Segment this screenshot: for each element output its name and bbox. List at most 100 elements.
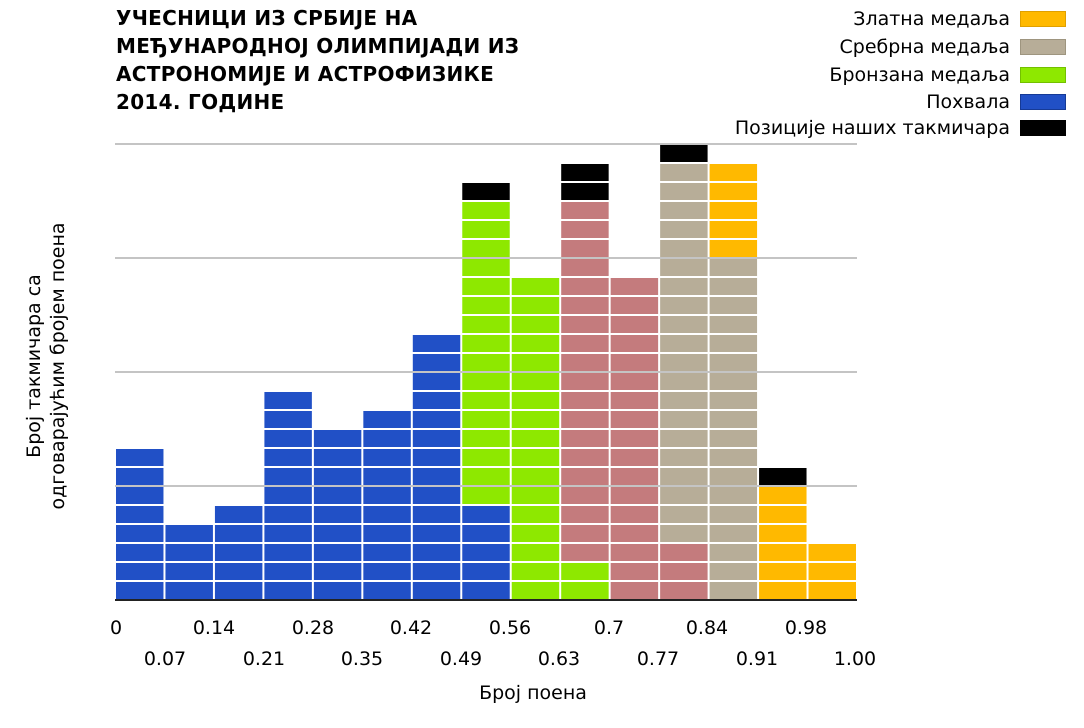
bar-cell-gold (709, 202, 758, 219)
bar-cell-bronze (511, 411, 560, 428)
bar-cell-unlabeled (610, 544, 659, 561)
bar-cell-bronze (462, 468, 510, 485)
bar-cell-honorable (363, 525, 411, 542)
bar-cell-honorable (412, 430, 461, 447)
bar-cell-bronze (561, 582, 609, 599)
bars-layer (116, 145, 856, 599)
bar-cell-unlabeled (561, 278, 609, 295)
bar-cell-bronze (462, 487, 510, 504)
bar-cell-unlabeled (561, 430, 609, 447)
bar-cell-honorable (313, 582, 362, 599)
legend-label: Сребрна медаља (839, 36, 1011, 58)
bar-cell-honorable (214, 582, 263, 599)
x-axis-title: Број поена (479, 682, 587, 704)
bar-cell-silver (709, 354, 758, 371)
bar-cell-silver (660, 373, 708, 390)
bar-cell-honorable (462, 525, 510, 542)
bar-cell-unlabeled (561, 259, 609, 276)
bar-cell-bronze (511, 335, 560, 352)
bar-cell-honorable (462, 544, 510, 561)
bar-cell-honorable (363, 487, 411, 504)
chart-title-line: АСТРОНОМИЈЕ И АСТРОФИЗИКЕ (116, 62, 495, 86)
bar-cell-silver (660, 449, 708, 466)
bar-cell-silver (660, 202, 708, 219)
bar-cell-unlabeled (610, 354, 659, 371)
bar-cell-honorable (313, 563, 362, 580)
bar-cell-unlabeled (610, 335, 659, 352)
bar-cell-unlabeled (660, 544, 708, 561)
x-tick-label: 0.21 (242, 648, 286, 670)
bar-cell-gold (709, 183, 758, 200)
bar-cell-unlabeled (610, 278, 659, 295)
bar-cell-honorable (116, 487, 164, 504)
bar-cell-honorable (412, 563, 461, 580)
bar-cell-serbia (561, 164, 609, 181)
bar-cell-honorable (165, 544, 213, 561)
x-tick-label: 0.98 (784, 617, 828, 639)
bar-cell-silver (660, 278, 708, 295)
bar-cell-unlabeled (610, 525, 659, 542)
bar-cell-honorable (264, 468, 312, 485)
bar-cell-honorable (363, 506, 411, 523)
bar-cell-honorable (264, 411, 312, 428)
bar-cell-honorable (363, 449, 411, 466)
bar-cell-silver (709, 259, 758, 276)
legend-swatch-gold (1020, 11, 1066, 27)
bar-cell-bronze (511, 487, 560, 504)
bar-cell-honorable (264, 506, 312, 523)
legend-item-gold: Златна медаља (853, 7, 1066, 31)
bar-cell-gold (759, 582, 807, 599)
bar-cell-honorable (462, 506, 510, 523)
bar-cell-bronze (462, 411, 510, 428)
bar-cell-silver (660, 259, 708, 276)
y-axis-title-line: одговарајућим бројем поена (47, 222, 69, 510)
bar-cell-unlabeled (660, 582, 708, 599)
x-tick-label: 0.63 (537, 648, 581, 670)
bar-cell-unlabeled (610, 373, 659, 390)
bar-cell-bronze (511, 392, 560, 409)
bar-cell-gold (759, 525, 807, 542)
bar-cell-silver (660, 392, 708, 409)
bar-cell-gold (709, 240, 758, 257)
bar-cell-honorable (412, 525, 461, 542)
bar-cell-silver (660, 468, 708, 485)
bar-cell-unlabeled (610, 487, 659, 504)
bar-cell-silver (709, 544, 758, 561)
bar-cell-serbia (561, 183, 609, 200)
bar-cell-honorable (412, 506, 461, 523)
bar-cell-unlabeled (610, 449, 659, 466)
bar-cell-bronze (462, 335, 510, 352)
bar-cell-unlabeled (561, 221, 609, 238)
bar-cell-unlabeled (561, 373, 609, 390)
bar-cell-silver (709, 392, 758, 409)
bar-cell-honorable (363, 582, 411, 599)
bar-cell-bronze (511, 468, 560, 485)
bar-cell-honorable (412, 335, 461, 352)
bar-cell-bronze (511, 506, 560, 523)
bar-cell-silver (660, 525, 708, 542)
bar-cell-silver (660, 430, 708, 447)
bar-cell-unlabeled (561, 316, 609, 333)
bar-cell-unlabeled (561, 544, 609, 561)
bar-cell-silver (709, 563, 758, 580)
x-tick-label: 0.84 (685, 617, 729, 639)
bar-cell-bronze (561, 563, 609, 580)
chart-title-line: УЧЕСНИЦИ ИЗ СРБИЈЕ НА (116, 6, 418, 30)
bar-cell-honorable (264, 544, 312, 561)
bar-cell-silver (709, 373, 758, 390)
bar-cell-silver (660, 183, 708, 200)
bar-cell-unlabeled (610, 392, 659, 409)
bar-cell-gold (808, 544, 856, 561)
bar-cell-honorable (363, 411, 411, 428)
bar-cell-silver (660, 316, 708, 333)
bar-cell-silver (709, 468, 758, 485)
bar-cell-unlabeled (561, 468, 609, 485)
bar-cell-honorable (412, 544, 461, 561)
bar-cell-silver (709, 411, 758, 428)
y-axis-title-line: Број такмичара са (23, 274, 45, 458)
bar-cell-silver (660, 506, 708, 523)
bar-cell-silver (660, 411, 708, 428)
bar-cell-honorable (116, 563, 164, 580)
bar-cell-silver (709, 297, 758, 314)
bar-cell-silver (660, 221, 708, 238)
